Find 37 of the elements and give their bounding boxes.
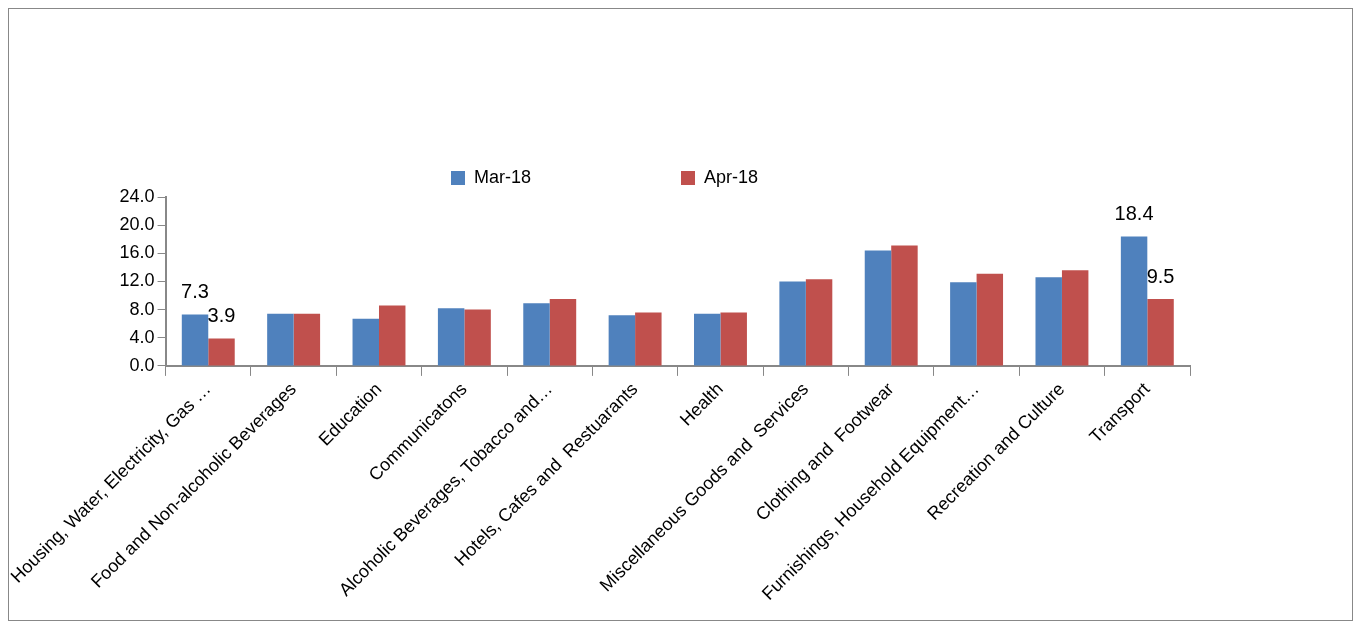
bar xyxy=(523,303,550,366)
bar xyxy=(779,281,806,366)
bar xyxy=(437,308,465,366)
bar xyxy=(694,313,721,366)
bar xyxy=(208,338,235,366)
y-tick-label: 24.0 xyxy=(119,185,155,206)
y-tick-label: 0.0 xyxy=(129,354,155,375)
bar xyxy=(1147,299,1174,366)
bar xyxy=(293,313,321,366)
y-tick-label: 20.0 xyxy=(119,214,155,235)
bar xyxy=(379,305,406,366)
legend-label: Apr-18 xyxy=(703,166,759,187)
bar xyxy=(950,282,977,366)
bar xyxy=(549,299,577,366)
bar xyxy=(608,315,636,366)
bar xyxy=(181,314,209,366)
bar xyxy=(720,312,747,366)
data-label: 3.9 xyxy=(207,303,236,326)
bar xyxy=(864,250,892,366)
legend-label: Mar-18 xyxy=(473,166,531,187)
bar xyxy=(805,279,833,366)
bar xyxy=(352,318,379,366)
bar xyxy=(976,273,1004,366)
bar xyxy=(464,309,491,366)
data-label: 18.4 xyxy=(1114,201,1154,224)
y-tick-label: 8.0 xyxy=(129,298,155,319)
bar xyxy=(891,245,918,366)
bar xyxy=(1120,236,1148,366)
bar xyxy=(1035,277,1062,366)
bar xyxy=(1061,270,1089,366)
data-label: 7.3 xyxy=(181,280,209,303)
y-tick-label: 4.0 xyxy=(129,326,155,347)
data-label: 9.5 xyxy=(1146,264,1175,287)
bar xyxy=(635,312,662,366)
y-tick-label: 16.0 xyxy=(119,242,155,263)
y-tick-label: 12.0 xyxy=(119,270,155,291)
bar xyxy=(267,313,294,366)
